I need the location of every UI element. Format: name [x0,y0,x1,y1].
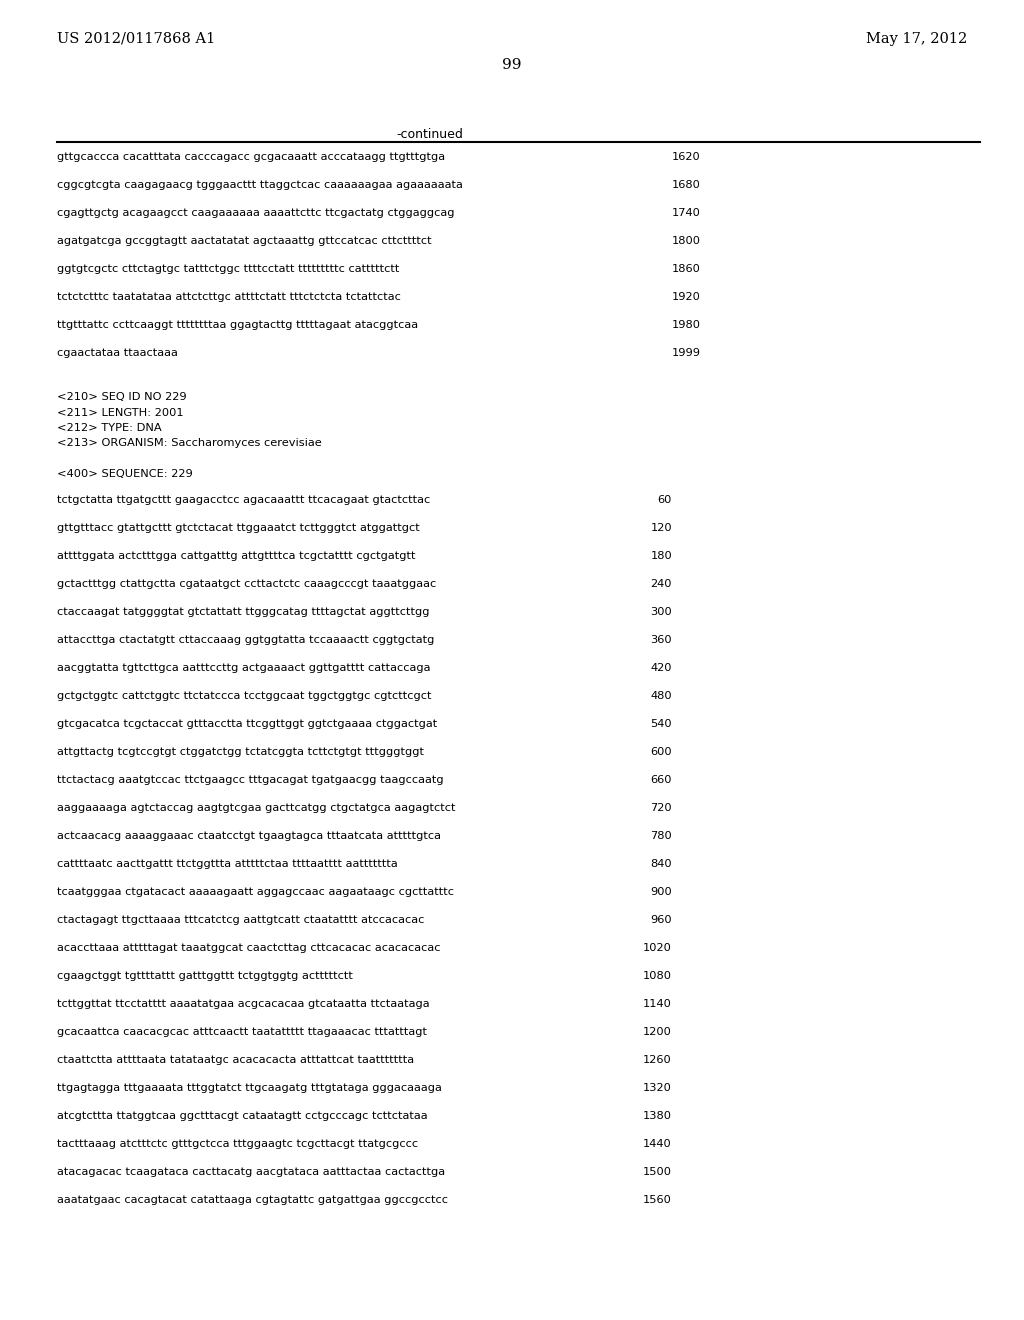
Text: -continued: -continued [396,128,464,141]
Text: gttgtttacc gtattgcttt gtctctacat ttggaaatct tcttgggtct atggattgct: gttgtttacc gtattgcttt gtctctacat ttggaaa… [57,523,420,533]
Text: attttggata actctttgga cattgatttg attgttttca tcgctatttt cgctgatgtt: attttggata actctttgga cattgatttg attgttt… [57,550,416,561]
Text: 1140: 1140 [643,999,672,1008]
Text: US 2012/0117868 A1: US 2012/0117868 A1 [57,32,215,46]
Text: 900: 900 [650,887,672,898]
Text: 1200: 1200 [643,1027,672,1038]
Text: cgaagctggt tgttttattt gatttggttt tctggtggtg actttttctt: cgaagctggt tgttttattt gatttggttt tctggtg… [57,972,353,981]
Text: cggcgtcgta caagagaacg tgggaacttt ttaggctcac caaaaaagaa agaaaaaata: cggcgtcgta caagagaacg tgggaacttt ttaggct… [57,180,463,190]
Text: 1380: 1380 [643,1111,672,1121]
Text: ggtgtcgctc cttctagtgc tatttctggc ttttcctatt tttttttttc catttttctt: ggtgtcgctc cttctagtgc tatttctggc ttttcct… [57,264,399,275]
Text: <210> SEQ ID NO 229: <210> SEQ ID NO 229 [57,392,186,403]
Text: ctaattctta attttaata tatataatgc acacacacta atttattcat taattttttta: ctaattctta attttaata tatataatgc acacacac… [57,1055,414,1065]
Text: 480: 480 [650,690,672,701]
Text: 99: 99 [502,58,522,73]
Text: May 17, 2012: May 17, 2012 [865,32,967,46]
Text: 60: 60 [657,495,672,506]
Text: 960: 960 [650,915,672,925]
Text: 1620: 1620 [672,152,700,162]
Text: actcaacacg aaaaggaaac ctaatcctgt tgaagtagca tttaatcata atttttgtca: actcaacacg aaaaggaaac ctaatcctgt tgaagta… [57,832,441,841]
Text: 1020: 1020 [643,942,672,953]
Text: 1920: 1920 [672,292,700,302]
Text: 420: 420 [650,663,672,673]
Text: 1560: 1560 [643,1195,672,1205]
Text: 1500: 1500 [643,1167,672,1177]
Text: cgaactataa ttaactaaa: cgaactataa ttaactaaa [57,348,178,358]
Text: 1080: 1080 [643,972,672,981]
Text: attgttactg tcgtccgtgt ctggatctgg tctatcggta tcttctgtgt tttgggtggt: attgttactg tcgtccgtgt ctggatctgg tctatcg… [57,747,424,756]
Text: tctctctttc taatatataa attctcttgc attttctatt tttctctcta tctattctac: tctctctttc taatatataa attctcttgc attttct… [57,292,400,302]
Text: gctgctggtc cattctggtc ttctatccca tcctggcaat tggctggtgc cgtcttcgct: gctgctggtc cattctggtc ttctatccca tcctggc… [57,690,431,701]
Text: <400> SEQUENCE: 229: <400> SEQUENCE: 229 [57,470,193,479]
Text: 840: 840 [650,859,672,869]
Text: 240: 240 [650,579,672,589]
Text: 1260: 1260 [643,1055,672,1065]
Text: aaatatgaac cacagtacat catattaaga cgtagtattc gatgattgaa ggccgcctcc: aaatatgaac cacagtacat catattaaga cgtagta… [57,1195,449,1205]
Text: tctgctatta ttgatgcttt gaagacctcc agacaaattt ttcacagaat gtactcttac: tctgctatta ttgatgcttt gaagacctcc agacaaa… [57,495,430,506]
Text: <212> TYPE: DNA: <212> TYPE: DNA [57,422,162,433]
Text: aacggtatta tgttcttgca aatttccttg actgaaaact ggttgatttt cattaccaga: aacggtatta tgttcttgca aatttccttg actgaaa… [57,663,430,673]
Text: 120: 120 [650,523,672,533]
Text: 1800: 1800 [672,236,701,246]
Text: 300: 300 [650,607,672,616]
Text: atcgtcttta ttatggtcaa ggctttacgt cataatagtt cctgcccagc tcttctataa: atcgtcttta ttatggtcaa ggctttacgt cataata… [57,1111,428,1121]
Text: acaccttaaa atttttagat taaatggcat caactcttag cttcacacac acacacacac: acaccttaaa atttttagat taaatggcat caactct… [57,942,440,953]
Text: 1999: 1999 [672,348,701,358]
Text: tcaatgggaa ctgatacact aaaaagaatt aggagccaac aagaataagc cgcttatttc: tcaatgggaa ctgatacact aaaaagaatt aggagcc… [57,887,454,898]
Text: 1440: 1440 [643,1139,672,1148]
Text: 1980: 1980 [672,319,701,330]
Text: 720: 720 [650,803,672,813]
Text: ttgtttattc ccttcaaggt ttttttttaa ggagtacttg tttttagaat atacggtcaa: ttgtttattc ccttcaaggt ttttttttaa ggagtac… [57,319,418,330]
Text: gctactttgg ctattgctta cgataatgct ccttactctc caaagcccgt taaatggaac: gctactttgg ctattgctta cgataatgct ccttact… [57,579,436,589]
Text: tactttaaag atctttctc gtttgctcca tttggaagtc tcgcttacgt ttatgcgccc: tactttaaag atctttctc gtttgctcca tttggaag… [57,1139,418,1148]
Text: ctactagagt ttgcttaaaa tttcatctcg aattgtcatt ctaatatttt atccacacac: ctactagagt ttgcttaaaa tttcatctcg aattgtc… [57,915,424,925]
Text: 1740: 1740 [672,209,700,218]
Text: attaccttga ctactatgtt cttaccaaag ggtggtatta tccaaaactt cggtgctatg: attaccttga ctactatgtt cttaccaaag ggtggta… [57,635,434,645]
Text: 600: 600 [650,747,672,756]
Text: 360: 360 [650,635,672,645]
Text: aaggaaaaga agtctaccag aagtgtcgaa gacttcatgg ctgctatgca aagagtctct: aaggaaaaga agtctaccag aagtgtcgaa gacttca… [57,803,456,813]
Text: gcacaattca caacacgcac atttcaactt taatattttt ttagaaacac tttatttagt: gcacaattca caacacgcac atttcaactt taatatt… [57,1027,427,1038]
Text: cattttaatc aacttgattt ttctggttta atttttctaa ttttaatttt aattttttta: cattttaatc aacttgattt ttctggttta atttttc… [57,859,397,869]
Text: 660: 660 [650,775,672,785]
Text: ttctactacg aaatgtccac ttctgaagcc tttgacagat tgatgaacgg taagccaatg: ttctactacg aaatgtccac ttctgaagcc tttgaca… [57,775,443,785]
Text: cgagttgctg acagaagcct caagaaaaaa aaaattcttc ttcgactatg ctggaggcag: cgagttgctg acagaagcct caagaaaaaa aaaattc… [57,209,455,218]
Text: ttgagtagga tttgaaaata tttggtatct ttgcaagatg tttgtataga gggacaaaga: ttgagtagga tttgaaaata tttggtatct ttgcaag… [57,1082,442,1093]
Text: 1320: 1320 [643,1082,672,1093]
Text: tcttggttat ttcctatttt aaaatatgaa acgcacacaa gtcataatta ttctaataga: tcttggttat ttcctatttt aaaatatgaa acgcaca… [57,999,430,1008]
Text: agatgatcga gccggtagtt aactatatat agctaaattg gttccatcac cttcttttct: agatgatcga gccggtagtt aactatatat agctaaa… [57,236,432,246]
Text: ctaccaagat tatggggtat gtctattatt ttgggcatag ttttagctat aggttcttgg: ctaccaagat tatggggtat gtctattatt ttgggca… [57,607,429,616]
Text: 180: 180 [650,550,672,561]
Text: <211> LENGTH: 2001: <211> LENGTH: 2001 [57,408,183,417]
Text: 540: 540 [650,719,672,729]
Text: 1680: 1680 [672,180,700,190]
Text: 780: 780 [650,832,672,841]
Text: gttgcaccca cacatttata cacccagacc gcgacaaatt acccataagg ttgtttgtga: gttgcaccca cacatttata cacccagacc gcgacaa… [57,152,445,162]
Text: atacagacac tcaagataca cacttacatg aacgtataca aatttactaa cactacttga: atacagacac tcaagataca cacttacatg aacgtat… [57,1167,445,1177]
Text: gtcgacatca tcgctaccat gtttacctta ttcggttggt ggtctgaaaa ctggactgat: gtcgacatca tcgctaccat gtttacctta ttcggtt… [57,719,437,729]
Text: <213> ORGANISM: Saccharomyces cerevisiae: <213> ORGANISM: Saccharomyces cerevisiae [57,438,322,449]
Text: 1860: 1860 [672,264,700,275]
